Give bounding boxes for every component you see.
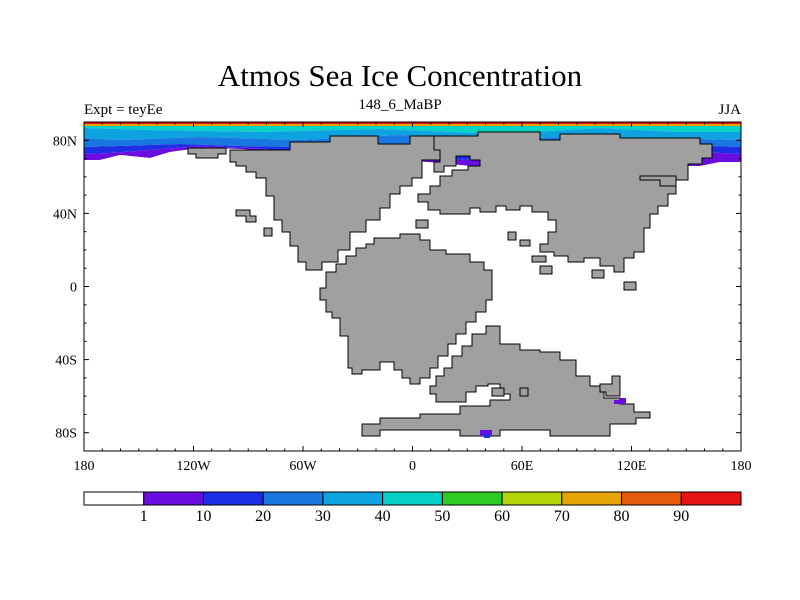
ice-patch-south-1 xyxy=(614,398,626,404)
y-tick-label: 40S xyxy=(55,354,77,369)
continent-antarctica-australia xyxy=(361,325,651,437)
colorbar-swatch xyxy=(501,491,563,506)
x-tick-label: 60E xyxy=(511,459,534,474)
colorbar-label: 30 xyxy=(315,508,331,525)
colorbar-label: 70 xyxy=(554,508,570,525)
colorbar-swatch xyxy=(262,491,324,506)
colorbar-swatch xyxy=(621,491,682,506)
ice-patch-south-3 xyxy=(484,434,490,438)
y-tick-label: 80S xyxy=(55,427,77,442)
colorbar-swatch xyxy=(441,491,503,506)
x-tick-label: 180 xyxy=(731,459,752,474)
colorbar-swatch xyxy=(561,491,623,506)
eastern-islet-3 xyxy=(539,265,553,275)
time-label: 148_6_MaBP xyxy=(358,97,442,113)
x-tick-label: 180 xyxy=(74,459,95,474)
central-islet-2 xyxy=(507,231,517,241)
colorbar-swatch xyxy=(83,491,145,506)
colorbar-swatch xyxy=(680,491,742,506)
southern-islet-1 xyxy=(491,387,505,397)
colorbar-label: 20 xyxy=(255,508,271,525)
colorbar-swatch xyxy=(143,491,204,506)
x-tick-label: 60W xyxy=(289,459,317,474)
x-tick-label: 0 xyxy=(409,459,416,474)
colorbar: 1 10 20 30 40 50 60 70 80 90 xyxy=(83,491,742,525)
map-panel xyxy=(84,122,741,451)
colorbar-label: 1 xyxy=(140,508,148,525)
land-masses xyxy=(187,131,713,437)
central-islet-4 xyxy=(531,255,547,263)
continent-eurasia xyxy=(417,131,713,273)
colorbar-label: 80 xyxy=(614,508,630,525)
colorbar-swatch xyxy=(322,491,384,506)
y-axis: 80N 40N 0 40S 80S xyxy=(53,134,741,442)
eurasia-coast-fragment xyxy=(639,175,677,187)
western-islet-1 xyxy=(235,209,257,223)
season-label: JJA xyxy=(718,102,741,118)
y-tick-label: 80N xyxy=(53,134,77,149)
greenland-like-island xyxy=(187,147,227,159)
western-islet-2 xyxy=(263,227,273,237)
colorbar-label: 50 xyxy=(434,508,450,525)
x-tick-label: 120E xyxy=(617,459,647,474)
plot-title: Atmos Sea Ice Concentration xyxy=(217,58,583,93)
eastern-islet-1 xyxy=(591,269,605,279)
colorbar-label: 90 xyxy=(673,508,689,525)
southern-island-1 xyxy=(599,375,621,397)
experiment-label: Expt = teyEe xyxy=(84,102,163,118)
y-tick-label: 0 xyxy=(70,281,77,296)
southern-islet-2 xyxy=(519,387,529,397)
continent-africa-south-america xyxy=(319,233,493,385)
y-tick-label: 40N xyxy=(53,207,77,222)
colorbar-swatch xyxy=(382,491,443,506)
colorbar-swatch xyxy=(202,491,264,506)
x-axis: 180 120W 60W 0 60E 120E 180 xyxy=(74,122,752,474)
continent-north-america xyxy=(229,135,441,271)
ice-band-50 xyxy=(84,126,741,134)
sea-ice-antarctic xyxy=(480,398,626,438)
central-islet-3 xyxy=(519,239,531,247)
colorbar-label: 60 xyxy=(494,508,510,525)
colorbar-label: 10 xyxy=(195,508,211,525)
eastern-islet-2 xyxy=(623,281,637,291)
colorbar-label: 40 xyxy=(375,508,391,525)
x-tick-label: 120W xyxy=(176,459,211,474)
central-islet-1 xyxy=(415,219,429,229)
